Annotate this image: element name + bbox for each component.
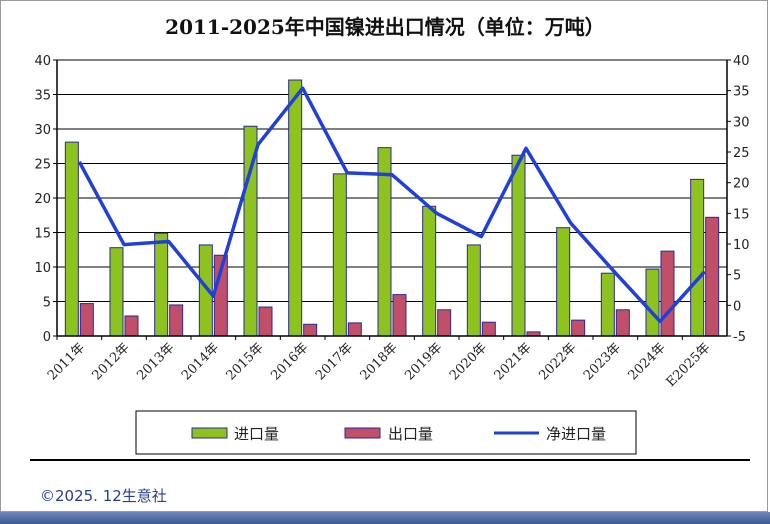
bar-export — [347, 322, 362, 337]
y-left-tick-label: 15 — [34, 227, 51, 242]
legend-swatch-import — [191, 427, 228, 439]
y-right-tick-label: 5 — [733, 269, 741, 284]
bar-import — [556, 227, 571, 337]
y-right-tick-label: -5 — [733, 330, 746, 345]
bar-export — [258, 306, 273, 337]
chart-title: 2011-2025年中国镍进出口情况（单位：万吨） — [165, 15, 605, 39]
legend-label-import: 进口量 — [234, 425, 279, 443]
bar-import — [109, 247, 124, 337]
bar-export — [124, 315, 139, 337]
y-left-tick-label: 30 — [34, 123, 51, 138]
x-tick-label: 2023年 — [581, 340, 624, 383]
y-right-tick-label: 30 — [733, 115, 750, 130]
gridlines — [57, 59, 727, 337]
x-tick-label: 2017年 — [313, 340, 356, 383]
legend-swatch-export — [344, 427, 381, 439]
y-left-tick-label: 25 — [34, 158, 51, 173]
y-left-tick-label: 10 — [34, 261, 51, 276]
y-right-tick-label: 35 — [733, 85, 750, 100]
y-right-tick-label: 20 — [733, 177, 750, 192]
bar-import — [690, 178, 705, 337]
x-tick-label: 2015年 — [224, 340, 267, 383]
window-bottom-bar — [0, 512, 770, 524]
x-tick-label: 2012年 — [90, 340, 133, 383]
y-right-tick-label: 15 — [733, 207, 750, 222]
x-tick-label: 2016年 — [268, 340, 311, 383]
x-tick-label: 2011年 — [45, 340, 88, 383]
bar-export — [571, 319, 586, 337]
bar-import — [422, 205, 437, 337]
bar-import — [64, 141, 79, 337]
copyright-text: ©2025. 12生意社 — [40, 487, 167, 505]
x-tick-label: 2013年 — [134, 340, 177, 383]
bar-import — [332, 173, 347, 337]
bar-import — [288, 79, 303, 337]
bar-import — [645, 268, 660, 337]
y-right-tick-label: 0 — [733, 299, 741, 314]
bar-export — [79, 303, 94, 337]
bar-import — [600, 272, 615, 337]
y-right-tick-label: 25 — [733, 146, 750, 161]
x-tick-label: 2022年 — [536, 340, 579, 383]
y-left-tick-label: 5 — [43, 296, 51, 311]
bar-import — [511, 154, 526, 337]
y-right-tick-label: 10 — [733, 238, 750, 253]
x-tick-label: E2025年 — [664, 340, 714, 390]
y-left-tick-label: 0 — [43, 330, 51, 345]
x-tick-label: 2024年 — [626, 340, 669, 383]
bar-export — [303, 323, 318, 337]
x-tick-label: 2018年 — [358, 340, 401, 383]
y-left-tick-label: 35 — [34, 89, 51, 104]
bar-export — [169, 304, 184, 337]
chart-svg: 2011-2025年中国镍进出口情况（单位：万吨） 0 5 10 15 20 25 30 35… — [30, 15, 750, 505]
line-series — [77, 86, 707, 324]
legend-label-export: 出口量 — [388, 425, 433, 443]
bar-import — [154, 232, 169, 337]
bar-export — [437, 309, 452, 337]
bar-export — [481, 321, 496, 337]
line-net-import — [77, 86, 707, 324]
y-left-tick-label: 20 — [34, 192, 51, 207]
y-left-tick-label: 40 — [34, 54, 51, 69]
x-tick-label: 2019年 — [402, 340, 445, 383]
x-tick-label: 2020年 — [447, 340, 490, 383]
y-right-tick-label: 40 — [733, 54, 750, 69]
bar-export — [615, 309, 630, 337]
legend-label-net-import: 净进口量 — [546, 425, 606, 443]
x-tick-label: 2021年 — [492, 340, 535, 383]
bar-export — [660, 250, 675, 337]
x-tick-label: 2014年 — [179, 340, 222, 383]
bar-export — [705, 216, 720, 337]
legend: 进口量 出口量 净进口量 — [135, 410, 637, 455]
bar-import — [466, 244, 481, 337]
bar-export — [392, 294, 407, 337]
